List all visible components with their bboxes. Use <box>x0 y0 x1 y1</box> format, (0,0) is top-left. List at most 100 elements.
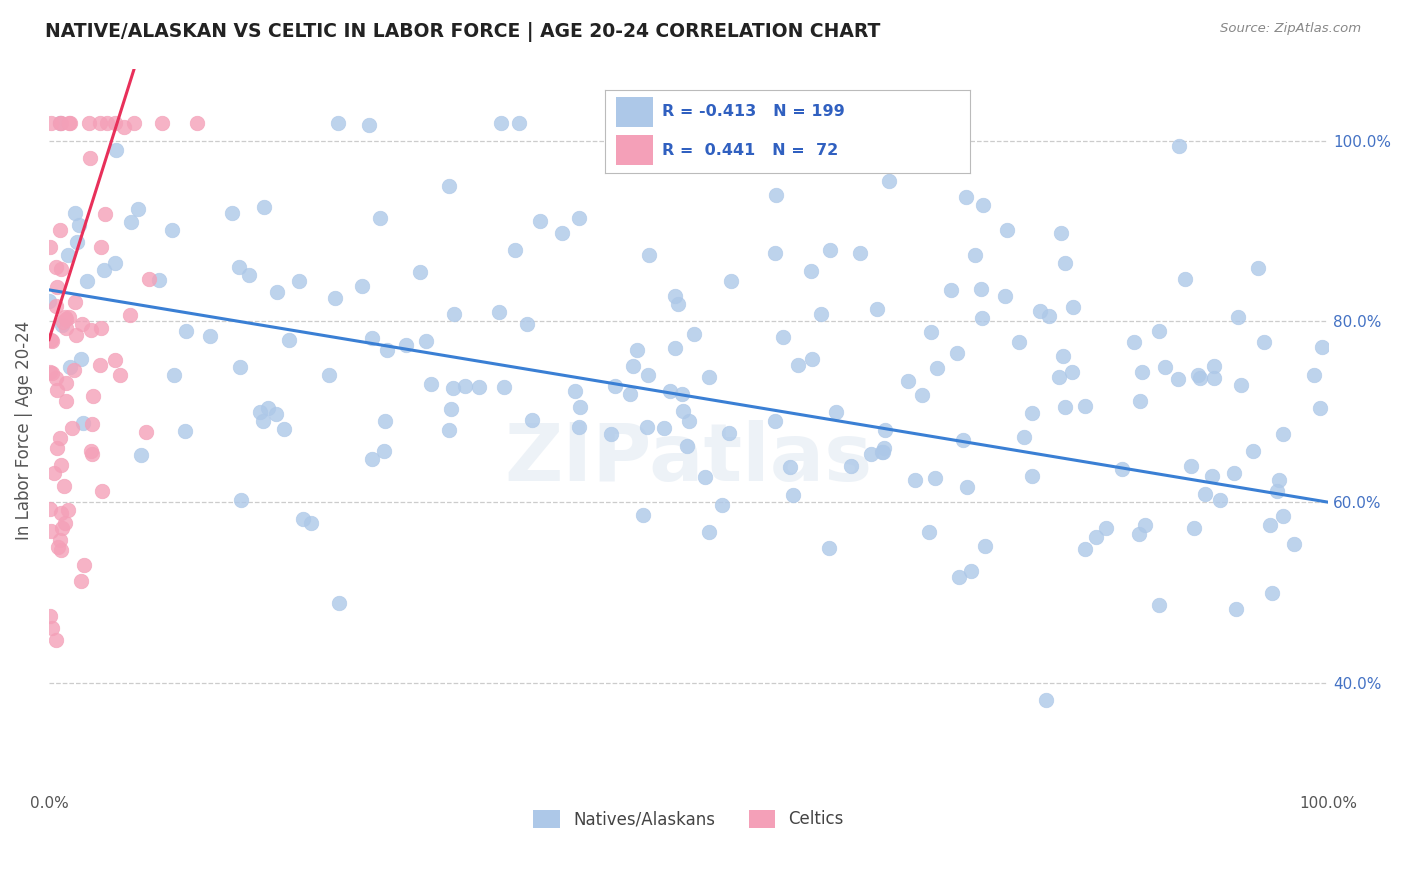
Point <box>1310 341 1333 355</box>
Point <box>873 441 896 455</box>
Point <box>564 384 586 398</box>
Point <box>249 405 271 419</box>
Point <box>1052 349 1074 363</box>
Legend: Natives/Alaskans, Celtics: Natives/Alaskans, Celtics <box>526 803 851 835</box>
Point <box>120 308 142 322</box>
Point <box>763 246 786 260</box>
Point <box>120 215 142 229</box>
Point <box>229 359 252 374</box>
Point <box>782 488 804 502</box>
Point <box>198 328 221 343</box>
Point <box>49 116 72 130</box>
Point <box>488 304 510 318</box>
Point <box>89 116 111 130</box>
Point <box>160 222 183 236</box>
Point <box>1147 599 1170 613</box>
Point <box>1204 359 1226 373</box>
Point <box>1271 427 1294 442</box>
Point <box>1074 541 1097 556</box>
Point <box>972 310 994 325</box>
Point <box>65 327 87 342</box>
Point <box>866 302 889 317</box>
Point <box>38 609 60 624</box>
Point <box>1229 378 1251 392</box>
Point <box>41 621 63 635</box>
Point <box>441 381 464 395</box>
Point <box>664 341 686 355</box>
Point <box>352 279 374 293</box>
Point <box>51 507 73 521</box>
Point <box>550 227 572 241</box>
Point <box>945 346 967 360</box>
Point <box>45 632 67 647</box>
Point <box>1247 260 1270 275</box>
Point <box>637 368 659 383</box>
Point <box>765 187 787 202</box>
Point <box>1008 334 1031 349</box>
Point <box>1130 365 1153 379</box>
Point <box>911 388 934 402</box>
Point <box>138 272 160 286</box>
Point <box>925 361 948 376</box>
Point <box>96 116 118 130</box>
Point <box>58 310 80 324</box>
Point <box>59 360 82 375</box>
Point <box>66 235 89 249</box>
Point <box>877 174 900 188</box>
Point <box>375 343 398 357</box>
Point <box>90 321 112 335</box>
Point <box>55 516 77 531</box>
Point <box>67 219 90 233</box>
Point <box>41 366 63 380</box>
Point <box>1223 466 1246 480</box>
Point <box>763 414 786 428</box>
Point <box>1038 309 1060 323</box>
Point <box>135 425 157 439</box>
Point <box>995 222 1018 236</box>
Point <box>1265 484 1288 499</box>
Point <box>76 274 98 288</box>
Point <box>129 448 152 462</box>
Point <box>112 120 135 134</box>
Point <box>1241 443 1264 458</box>
Y-axis label: In Labor Force | Age 20-24: In Labor Force | Age 20-24 <box>15 320 32 540</box>
Point <box>1049 227 1071 241</box>
Point <box>55 376 77 390</box>
Point <box>94 207 117 221</box>
Point <box>664 289 686 303</box>
Point <box>1029 303 1052 318</box>
Point <box>221 205 243 219</box>
Point <box>73 558 96 572</box>
Point <box>104 256 127 270</box>
Point <box>955 190 977 204</box>
Point <box>65 206 87 220</box>
Point <box>45 280 67 294</box>
Point <box>39 333 62 347</box>
Point <box>817 541 839 556</box>
Point <box>972 197 994 211</box>
Point <box>148 273 170 287</box>
Point <box>58 248 80 262</box>
Point <box>633 508 655 522</box>
Point <box>870 444 893 458</box>
Point <box>568 420 591 434</box>
Point <box>439 423 461 437</box>
Point <box>368 211 391 226</box>
Point <box>42 466 65 480</box>
Point <box>48 533 70 547</box>
Point <box>252 200 274 214</box>
Point <box>89 358 111 372</box>
Point <box>800 352 823 367</box>
Point <box>49 116 72 130</box>
Point <box>420 377 443 392</box>
Point <box>1095 520 1118 534</box>
Point <box>820 243 842 257</box>
Point <box>361 451 384 466</box>
Point <box>90 240 112 254</box>
Point <box>672 404 695 418</box>
Point <box>772 329 794 343</box>
Point <box>1129 393 1152 408</box>
Point <box>1021 469 1043 483</box>
Point <box>1021 406 1043 420</box>
Point <box>90 484 112 499</box>
